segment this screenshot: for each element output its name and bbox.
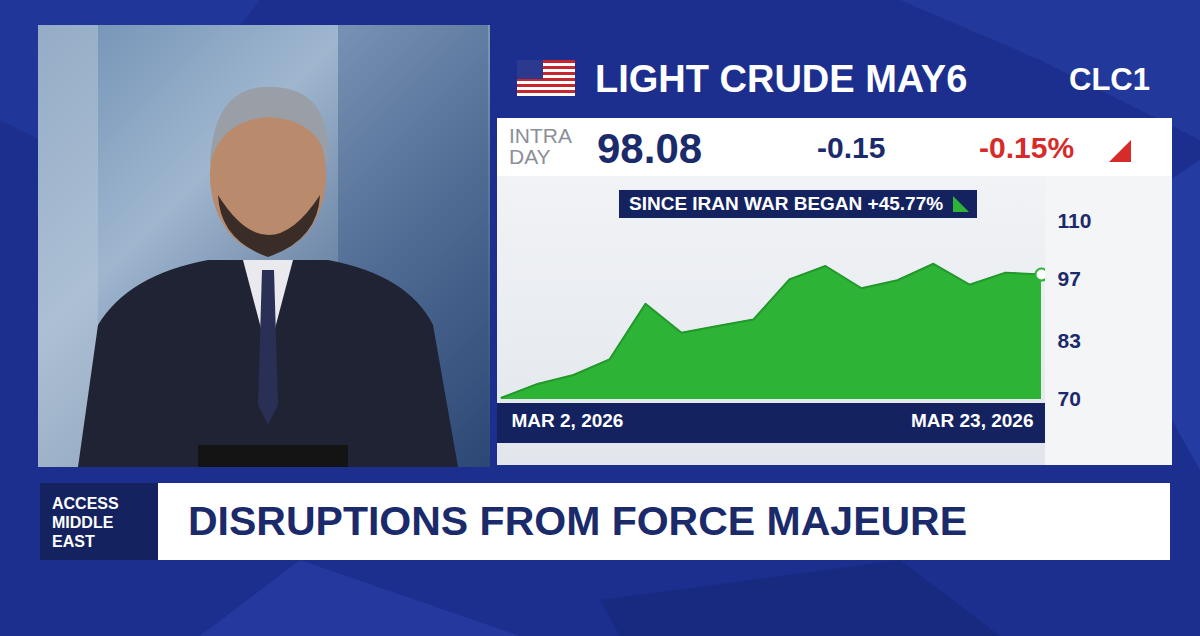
html-text:CLC1: CLC1 bbox=[1069, 62, 1150, 97]
svg-text:MAR 23, 2026: MAR 23, 2026 bbox=[911, 410, 1034, 431]
html-text:EAST: EAST bbox=[52, 533, 95, 550]
svg-text:MAR 2, 2026: MAR 2, 2026 bbox=[512, 410, 624, 431]
svg-text:83: 83 bbox=[1058, 329, 1081, 352]
html-text:DISRUPTIONS FROM FORCE MAJEURE: DISRUPTIONS FROM FORCE MAJEURE bbox=[188, 498, 967, 544]
svg-text:110: 110 bbox=[1058, 209, 1092, 232]
html-text:-0.15: -0.15 bbox=[817, 131, 886, 164]
svg-text:70: 70 bbox=[1058, 387, 1081, 410]
html-text:INTRA: INTRA bbox=[509, 124, 572, 147]
svg-text:97: 97 bbox=[1058, 267, 1081, 290]
html-text:-0.15%: -0.15% bbox=[979, 131, 1075, 164]
html-text:SINCE IRAN WAR BEGAN +45.77%: SINCE IRAN WAR BEGAN +45.77% bbox=[629, 193, 944, 214]
html-text:98.08: 98.08 bbox=[597, 125, 703, 172]
html-text:LIGHT CRUDE MAY6: LIGHT CRUDE MAY6 bbox=[595, 58, 968, 100]
html-text:DAY: DAY bbox=[509, 145, 551, 168]
html-text:MIDDLE: MIDDLE bbox=[52, 514, 114, 531]
html-text:ACCESS: ACCESS bbox=[52, 495, 119, 512]
